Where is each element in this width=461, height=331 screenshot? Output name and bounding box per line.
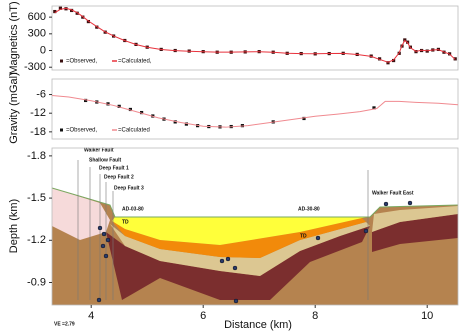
- annotation: Deep Fault 2: [104, 174, 134, 180]
- y-tick-label: -1.5: [27, 192, 46, 204]
- y-tick-label: -6: [36, 88, 46, 100]
- annotation: AD-30-80: [298, 206, 320, 212]
- annotation: Deep Fault 1: [99, 165, 129, 171]
- annotation: Walker Fault East: [372, 190, 414, 196]
- x-tick-label: 4: [88, 310, 94, 322]
- y-axis-label: Magnetics (nT): [8, 1, 20, 74]
- geologic-section: Walker Fault Shallow Fault Deep Fault 1 …: [52, 147, 458, 327]
- calculated-line: [52, 95, 458, 127]
- y-tick-label: -1.8: [27, 150, 46, 162]
- legend-label: =Observed,: [66, 59, 98, 65]
- y-tick-label: -18: [30, 126, 46, 138]
- legend-swatch: [60, 60, 63, 63]
- x-tick-label: 8: [312, 310, 318, 322]
- annotation: VE =2.79: [54, 321, 75, 327]
- y-tick-label: 600: [28, 11, 46, 23]
- y-tick-label: -300: [24, 61, 46, 73]
- x-tick-label: 6: [200, 310, 206, 322]
- annotation: Shallow Fault: [89, 157, 122, 163]
- y-tick-label: -1.2: [27, 234, 46, 246]
- y-axis-label: Gravity (mGal): [8, 72, 20, 144]
- figure: Walker Fault Shallow Fault Deep Fault 1 …: [0, 0, 461, 331]
- x-tick-label: 10: [421, 310, 433, 322]
- y-tick-label: 0: [40, 44, 46, 56]
- annotation: Deep Fault 3: [114, 185, 144, 191]
- annotation: TD: [122, 219, 129, 225]
- legend-label: =Calculated: [118, 128, 150, 134]
- annotation: AD-03-80: [122, 206, 144, 212]
- x-axis-label: Distance (km): [224, 319, 292, 331]
- legend-label: =Observed,: [66, 128, 98, 134]
- y-tick-label: 300: [28, 28, 46, 40]
- legend-label: =Calculated,: [118, 59, 152, 65]
- annotation: TD: [300, 233, 307, 239]
- y-tick-label: -12: [30, 107, 46, 119]
- y-axis-label: Depth (km): [8, 199, 20, 253]
- legend-swatch: [60, 129, 63, 132]
- y-tick-label: -0.9: [27, 276, 46, 288]
